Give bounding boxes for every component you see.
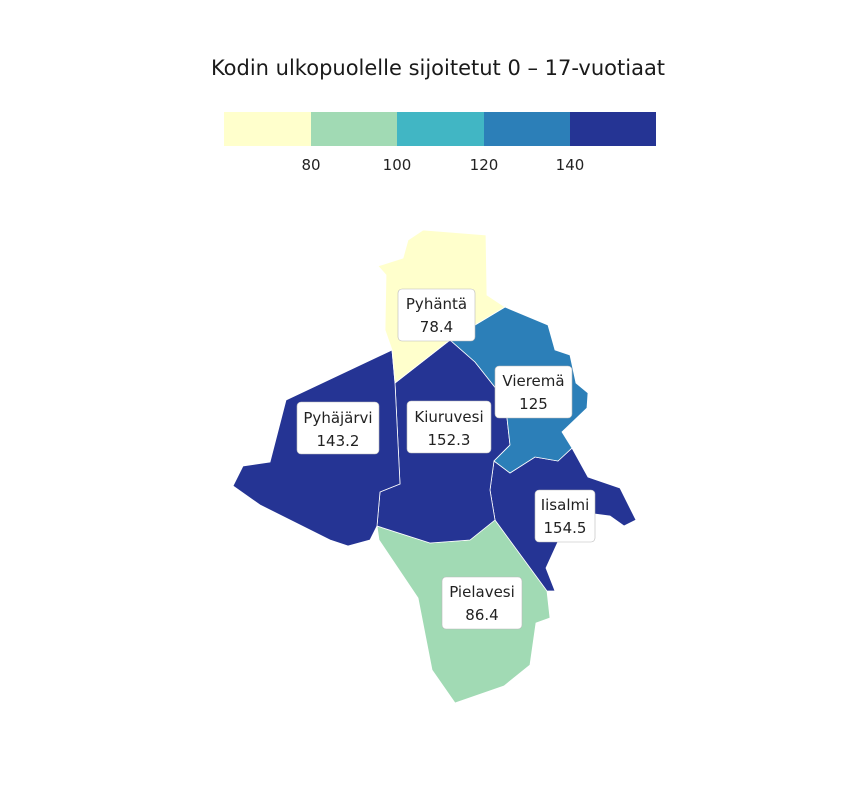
- legend-tick-80: 80: [301, 156, 320, 174]
- label-kiuruvesi: Kiuruvesi 152.3: [406, 400, 492, 454]
- label-pyhanta: Pyhäntä 78.4: [397, 288, 476, 342]
- label-pielavesi: Pielavesi 86.4: [441, 576, 523, 630]
- label-vierema-name: Vieremä: [502, 372, 564, 390]
- label-kiuruvesi-value: 152.3: [428, 431, 471, 449]
- legend-tick-100: 100: [383, 156, 412, 174]
- label-kiuruvesi-name: Kiuruvesi: [414, 408, 483, 426]
- legend-swatch-1: [224, 112, 311, 146]
- legend-swatch-5: [570, 112, 656, 146]
- legend-tick-120: 120: [470, 156, 499, 174]
- legend-swatch-4: [484, 112, 570, 146]
- label-iisalmi-value: 154.5: [544, 519, 587, 537]
- label-iisalmi-name: Iisalmi: [541, 496, 590, 514]
- label-pyhajarvi-value: 143.2: [317, 432, 360, 450]
- label-pyhajarvi-name: Pyhäjärvi: [303, 409, 372, 427]
- label-pyhajarvi: Pyhäjärvi 143.2: [296, 401, 380, 455]
- label-pyhanta-name: Pyhäntä: [406, 295, 467, 313]
- label-pielavesi-name: Pielavesi: [449, 583, 515, 601]
- label-iisalmi: Iisalmi 154.5: [534, 489, 596, 543]
- map-title: Kodin ulkopuolelle sijoitetut 0 – 17-vuo…: [210, 56, 666, 80]
- legend-tick-140: 140: [556, 156, 585, 174]
- label-pielavesi-value: 86.4: [465, 606, 498, 624]
- legend-swatch-3: [397, 112, 484, 146]
- label-vierema: Vieremä 125: [494, 365, 573, 419]
- color-legend: 80 100 120 140: [224, 112, 656, 174]
- label-pyhanta-value: 78.4: [420, 318, 453, 336]
- label-vierema-value: 125: [519, 395, 548, 413]
- legend-swatch-2: [311, 112, 397, 146]
